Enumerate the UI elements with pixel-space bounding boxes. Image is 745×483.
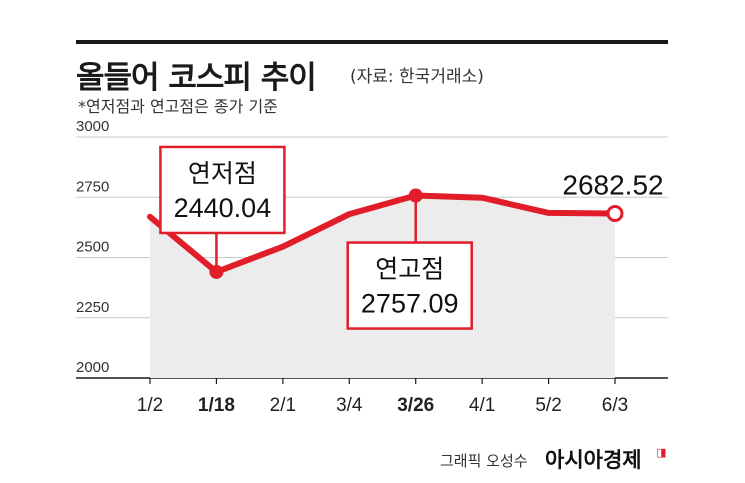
y-tick-label: 2750 xyxy=(76,178,109,195)
y-tick-label: 3000 xyxy=(76,118,109,135)
x-tick-label: 1/18 xyxy=(198,395,235,416)
data-point xyxy=(408,188,423,203)
x-tick-label: 5/2 xyxy=(535,395,561,416)
x-tick-label: 6/3 xyxy=(602,395,628,416)
data-point xyxy=(209,264,224,279)
x-tick-label: 1/2 xyxy=(137,395,163,416)
brand-logo: 아시아경제 xyxy=(545,448,642,472)
y-tick-label: 2500 xyxy=(76,239,109,256)
brand-mark-icon: ◨ xyxy=(656,446,667,459)
x-tick-label: 2/1 xyxy=(270,395,296,416)
annotation-value: 2757.09 xyxy=(361,289,459,319)
source-note: (자료: 한국거래소) xyxy=(350,67,484,87)
annotation-label: 연저점 xyxy=(188,159,257,188)
data-point-last xyxy=(606,205,624,223)
annotation-label: 연고점 xyxy=(375,255,444,284)
annotation-box xyxy=(159,145,286,235)
annotation-box xyxy=(346,241,473,330)
chart-title: 올들어 코스피 추이 xyxy=(76,60,317,96)
x-tick-label: 3/4 xyxy=(336,395,363,416)
x-tick-label: 3/26 xyxy=(397,395,434,416)
graphic-credit: 그래픽 오성수 xyxy=(440,452,528,470)
annotation-value: 2440.04 xyxy=(174,193,272,223)
x-tick-label: 4/1 xyxy=(469,395,495,416)
basis-note: *연저점과 연고점은 종가 기준 xyxy=(78,97,278,116)
annotation-value: 2682.52 xyxy=(562,170,663,201)
top-rule xyxy=(76,40,668,44)
y-tick-label: 2000 xyxy=(76,359,109,376)
series-line xyxy=(147,192,618,275)
y-tick-label: 2250 xyxy=(76,299,109,316)
